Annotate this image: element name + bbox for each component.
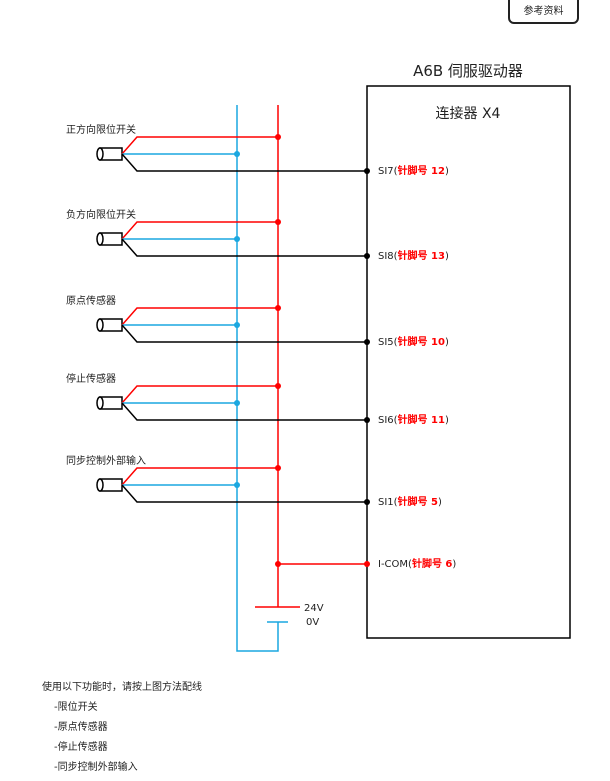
signal-terminal <box>364 168 370 174</box>
sensor-label: 负方向限位开关 <box>66 208 136 221</box>
positive-junction <box>275 219 281 225</box>
notes-heading: 使用以下功能时，请按上图方法配线 <box>42 682 202 693</box>
sensor-label: 同步控制外部输入 <box>66 454 146 467</box>
supply-positive-label: 24V <box>304 603 324 614</box>
driver-title: A6B 伺服驱动器 <box>413 62 523 80</box>
signal-wire <box>121 153 367 172</box>
sensor-label: 停止传感器 <box>66 372 116 385</box>
sensor-cap <box>96 396 104 410</box>
sensor-row: 原点传感器 SI5(针脚号 10) <box>66 294 449 348</box>
servo-driver-box <box>366 85 571 639</box>
positive-junction <box>275 134 281 140</box>
wiring-notes: 使用以下功能时，请按上图方法配线 -限位开关 -原点传感器 -停止传感器 -同步… <box>42 678 202 778</box>
signal-wire <box>121 324 367 343</box>
sensor-label: 原点传感器 <box>66 294 116 307</box>
sensor-row: 同步控制外部输入 SI1(针脚号 5) <box>66 454 442 508</box>
negative-junction <box>234 400 240 406</box>
sensor-cap <box>96 318 104 332</box>
sensor-row: 停止传感器 SI6(针脚号 11) <box>66 372 449 426</box>
pin-label: SI1(针脚号 5) <box>378 495 442 508</box>
pin-label: SI5(针脚号 10) <box>378 335 449 348</box>
positive-wire <box>121 385 278 404</box>
positive-wire <box>121 136 278 155</box>
reference-button[interactable]: 参考资料 <box>508 0 579 24</box>
sensor-cap <box>96 232 104 246</box>
signal-terminal <box>364 499 370 505</box>
sensor-cap <box>96 147 104 161</box>
negative-junction <box>234 236 240 242</box>
pin-label: SI8(针脚号 13) <box>378 249 449 262</box>
signal-wire <box>121 402 367 421</box>
note-item: -停止传感器 <box>54 742 108 753</box>
sensor-row: 正方向限位开关 SI7(针脚号 12) <box>66 123 449 177</box>
supply-negative-label: 0V <box>306 617 319 628</box>
signal-wire <box>121 238 367 257</box>
pin-label: SI7(针脚号 12) <box>378 164 449 177</box>
note-item: -原点传感器 <box>54 722 108 733</box>
positive-wire <box>121 467 278 486</box>
positive-wire <box>121 221 278 240</box>
signal-wire <box>121 484 367 503</box>
negative-junction <box>234 322 240 328</box>
icom-terminal <box>364 561 370 567</box>
positive-wire <box>121 307 278 326</box>
negative-junction <box>234 482 240 488</box>
note-item: -同步控制外部输入 <box>54 762 138 773</box>
sensor-row: 负方向限位开关 SI8(针脚号 13) <box>66 208 449 262</box>
signal-terminal <box>364 253 370 259</box>
negative-junction <box>234 151 240 157</box>
note-item: -限位开关 <box>54 702 98 713</box>
icom-junction <box>275 561 281 567</box>
positive-junction <box>275 465 281 471</box>
pin-label: SI6(针脚号 11) <box>378 413 449 426</box>
icom-pin-label: I-COM(针脚号 6) <box>378 557 456 570</box>
signal-terminal <box>364 339 370 345</box>
signal-terminal <box>364 417 370 423</box>
connector-title: 连接器 X4 <box>436 105 501 122</box>
positive-junction <box>275 383 281 389</box>
negative-rail <box>236 105 279 652</box>
sensor-label: 正方向限位开关 <box>66 123 136 136</box>
positive-junction <box>275 305 281 311</box>
sensor-cap <box>96 478 104 492</box>
